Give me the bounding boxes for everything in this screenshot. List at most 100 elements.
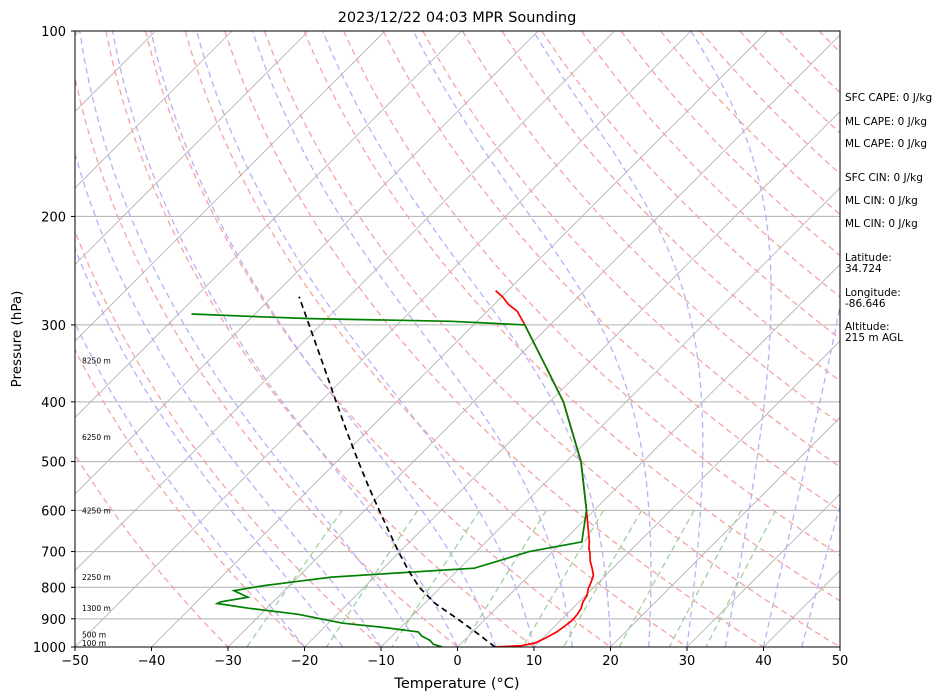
- isotherm-line: [75, 31, 462, 419]
- altitude-text: Altitude: 215 m AGL: [845, 321, 903, 344]
- mixing-ratio-line: [522, 509, 605, 647]
- height-label: 1300 m: [82, 604, 111, 613]
- x-tick-label: −40: [138, 654, 165, 669]
- dry-adiabat-line: [105, 31, 535, 647]
- chart-title: 2023/12/22 04:03 MPR Sounding: [338, 10, 577, 26]
- y-tick-label: 600: [41, 504, 66, 519]
- x-tick-label: −10: [367, 654, 394, 669]
- dry-adiabat-line: [75, 229, 382, 647]
- mixing-ratio-line: [391, 509, 481, 647]
- dry-adiabat-line: [343, 31, 840, 557]
- height-label: 8250 m: [82, 357, 111, 366]
- x-tick-label: 10: [526, 654, 543, 669]
- moist-adiabat-line: [532, 31, 704, 647]
- dry-adiabat-line: [263, 31, 840, 647]
- x-tick-label: 40: [755, 654, 772, 669]
- isotherm-line: [75, 31, 386, 342]
- y-tick-label: 500: [41, 456, 66, 471]
- data-layer: [191, 290, 595, 647]
- isotherm-line: [686, 493, 840, 647]
- isotherm-line: [457, 263, 840, 647]
- ml-cin-text-2: ML CIN: 0 J/kg: [845, 218, 918, 230]
- height-label: 500 m: [82, 631, 106, 640]
- isotherm-line: [75, 31, 539, 495]
- isotherm-line: [0, 31, 3, 647]
- isotherm-line: [151, 31, 768, 647]
- dry-adiabat-line: [501, 31, 840, 382]
- isotherm-line: [75, 31, 692, 647]
- moist-adiabat-line: [690, 31, 772, 647]
- mixing-ratio-line: [562, 509, 643, 647]
- mixing-ratio-line: [668, 509, 742, 647]
- isotherm-line: [75, 31, 615, 572]
- mixing-ratio-line: [461, 509, 547, 647]
- dry-adiabat-line: [382, 31, 840, 512]
- x-tick-label: −30: [214, 654, 241, 669]
- mixing-ratio-line: [705, 509, 777, 647]
- parcel-line: [298, 296, 496, 647]
- temperature-line: [494, 290, 595, 647]
- mixing-ratio-line: [325, 509, 419, 647]
- dry-adiabat-line: [184, 31, 688, 647]
- y-tick-label: 800: [41, 581, 66, 596]
- moist-adiabat-line: [150, 31, 497, 647]
- moist-adiabat-line: [75, 151, 382, 647]
- sfc-cape-text: SFC CAPE: 0 J/kg: [845, 92, 933, 104]
- height-label: 100 m: [82, 639, 106, 648]
- isotherm-line: [610, 416, 840, 647]
- x-tick-label: −50: [61, 654, 88, 669]
- y-tick-label: 200: [41, 210, 66, 225]
- dry-adiabat-line: [75, 348, 305, 647]
- isotherm-line: [533, 340, 840, 647]
- x-tick-label: 50: [832, 654, 849, 669]
- x-tick-label: 30: [679, 654, 696, 669]
- isotherm-line: [380, 187, 840, 647]
- plot-frame: [74, 30, 841, 648]
- ml-cin-text: ML CIN: 0 J/kg: [845, 195, 918, 207]
- dry-adiabat-line: [224, 31, 764, 647]
- isotherm-line: [227, 34, 840, 647]
- latitude-text: Latitude: 34.724: [845, 252, 892, 275]
- y-tick-label: 400: [41, 396, 66, 411]
- dry-adiabat-line: [75, 75, 458, 647]
- moist-adiabat-line: [79, 31, 420, 647]
- x-tick-label: −20: [291, 654, 318, 669]
- mixing-ratio-line: [618, 509, 695, 647]
- dewpoint-line: [191, 313, 588, 647]
- ml-cape-text-2: ML CAPE: 0 J/kg: [845, 138, 928, 150]
- height-label: 2250 m: [82, 573, 111, 582]
- y-tick-label: 100: [41, 25, 66, 40]
- height-label: 4250 m: [82, 506, 111, 515]
- mixing-ratio-line: [246, 509, 343, 647]
- x-tick-label: 20: [602, 654, 619, 669]
- y-tick-label: 900: [41, 613, 66, 628]
- moist-adiabat-line: [195, 31, 535, 647]
- moist-adiabat-line: [762, 302, 840, 647]
- moist-adiabat-line: [75, 246, 344, 647]
- plot-area: [0, 31, 840, 647]
- dry-adiabat-line: [541, 31, 840, 340]
- moist-adiabat-line: [412, 31, 652, 647]
- sfc-cin-text: SFC CIN: 0 J/kg: [845, 172, 923, 184]
- y-tick-label: 700: [41, 546, 66, 561]
- isotherm-line: [75, 31, 309, 266]
- x-axis-label: Temperature (°C): [393, 676, 519, 692]
- x-tick-label: 0: [453, 654, 461, 669]
- ml-cape-text: ML CAPE: 0 J/kg: [845, 116, 928, 128]
- longitude-text: Longitude: -86.646: [845, 287, 901, 310]
- moist-adiabat-line: [322, 31, 612, 647]
- dry-adiabat-line: [461, 31, 840, 425]
- moist-adiabat-line: [801, 503, 840, 647]
- dry-adiabat-line: [303, 31, 840, 602]
- y-tick-label: 300: [41, 319, 66, 334]
- height-label: 6250 m: [82, 433, 111, 442]
- isotherm-line: [75, 31, 233, 189]
- dry-adiabat-line: [75, 453, 229, 647]
- y-tick-label: 1000: [33, 641, 66, 656]
- moist-adiabat-line: [251, 31, 573, 647]
- y-axis-label: Pressure (hPa): [9, 291, 25, 388]
- isotherm-line: [304, 110, 840, 647]
- moist-adiabat-line: [111, 31, 459, 647]
